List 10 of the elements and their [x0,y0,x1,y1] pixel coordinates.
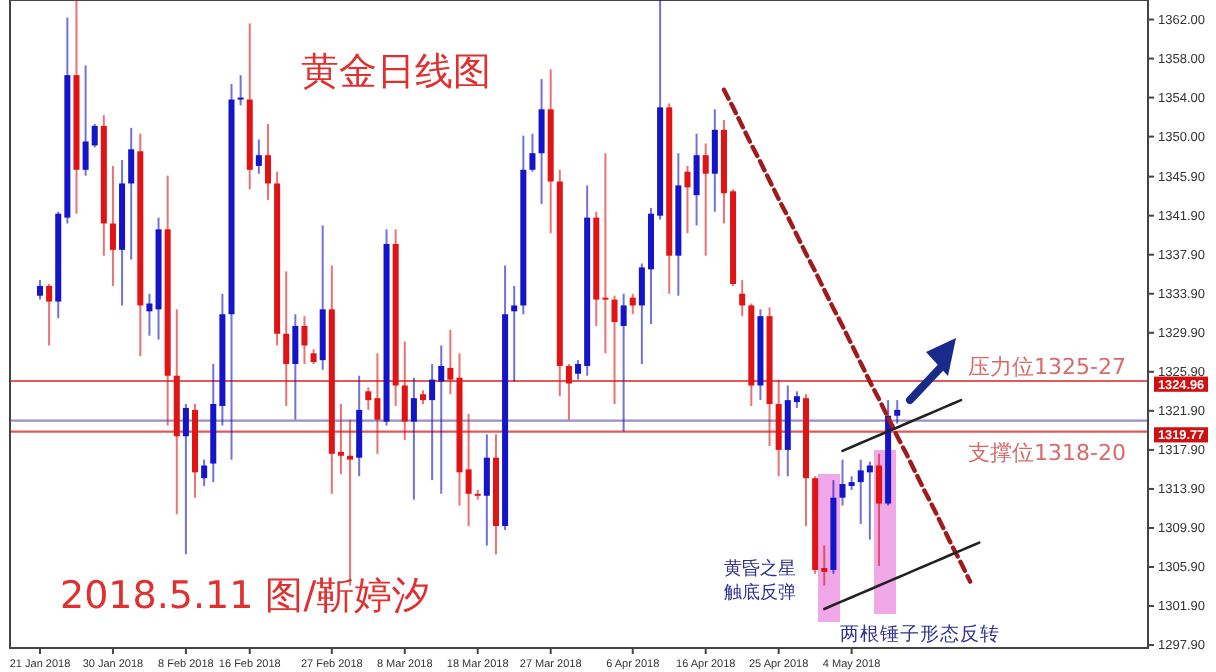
line-series [721,87,973,584]
annotation: 2018.5.11 图/靳婷汐 [60,574,431,618]
annotation: 压力位1325-27 [968,354,1126,380]
annotation: 两根锤子形态反转 [840,622,1000,646]
annotation: 黄昏之星 [724,558,796,580]
text: 黄金日线图 [301,50,491,94]
line-series [841,398,963,453]
line-series [822,541,981,611]
annotation: 支撑位1318-20 [968,440,1126,466]
annotation: 触底反弹 [724,582,796,604]
